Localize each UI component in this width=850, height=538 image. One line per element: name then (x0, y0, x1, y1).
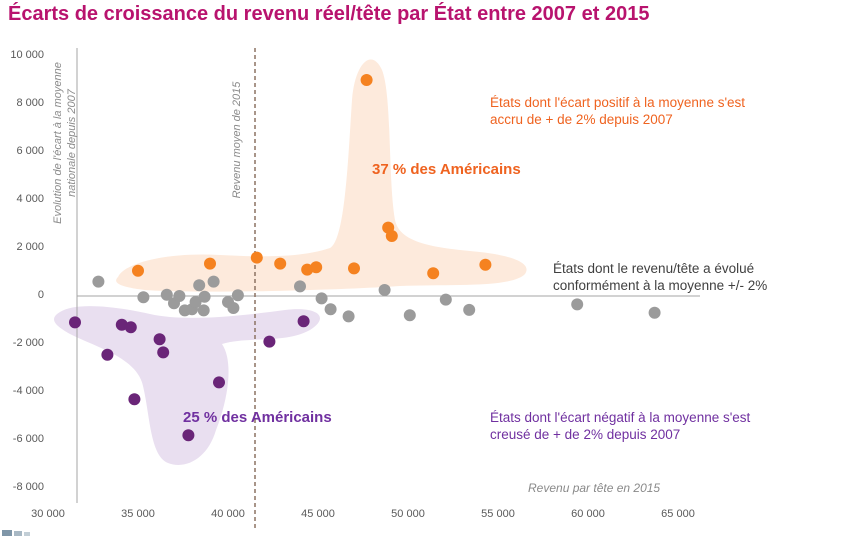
y-tick-label: 10 000 (10, 49, 44, 61)
y-tick-label: 2 000 (16, 241, 44, 253)
positive-share-label: 37 % des Américains (372, 161, 521, 178)
point-conforme (207, 275, 220, 288)
point-positif (204, 257, 216, 270)
y-tick-label: -4 000 (12, 385, 44, 397)
y-tick-label: 0 (37, 289, 44, 301)
point-negatif (69, 316, 81, 329)
point-negatif (101, 348, 114, 361)
point-conforme (439, 293, 452, 306)
point-positif (301, 263, 314, 276)
point-negatif (153, 333, 166, 346)
y-tick-label: 8 000 (16, 97, 44, 109)
point-conforme (193, 279, 206, 292)
point-positif (310, 261, 323, 274)
point-conforme (92, 275, 105, 288)
y-tick-label: 4 000 (16, 193, 44, 205)
annotation-conforme: États dont le revenu/tête a évolué confo… (553, 261, 768, 293)
point-negatif (157, 346, 170, 359)
point-positif (348, 262, 360, 275)
point-conforme (571, 298, 584, 311)
point-positif (132, 264, 144, 277)
point-positif (360, 74, 373, 86)
point-conforme (648, 306, 661, 319)
point-negatif (115, 318, 128, 331)
point-negatif (263, 335, 276, 348)
negative-zone-blob (54, 306, 320, 465)
point-conforme (294, 280, 306, 293)
y-tick-label: 6 000 (16, 145, 44, 157)
x-tick-label: 35 000 (121, 508, 155, 520)
logo-fragment (2, 530, 30, 536)
point-positif (427, 267, 440, 280)
x-tick-label: 65 000 (661, 508, 695, 520)
x-axis-title: Revenu par tête en 2015 (528, 481, 661, 495)
chart-title: Écarts de croissance du revenu réel/tête… (8, 3, 650, 25)
point-conforme (197, 304, 210, 317)
point-conforme (231, 289, 244, 302)
point-conforme (324, 303, 337, 316)
point-conforme (160, 288, 173, 301)
point-conforme (137, 291, 150, 304)
x-tick-label: 40 000 (211, 508, 245, 520)
point-negatif (182, 429, 195, 442)
y-tick-label: -2 000 (12, 337, 44, 349)
x-tick-label: 55 000 (481, 508, 515, 520)
y-tick-label: -8 000 (12, 481, 44, 493)
point-negatif (124, 321, 137, 334)
annotation-positive: États dont l'écart positif à la moyenne … (490, 95, 746, 127)
point-negatif (128, 393, 141, 406)
point-conforme (315, 292, 328, 305)
x-tick-label: 60 000 (571, 508, 605, 520)
negative-share-label: 25 % des Américains (183, 409, 332, 426)
x-tick-label: 30 000 (31, 508, 65, 520)
point-positif (274, 257, 287, 270)
point-conforme (403, 309, 416, 322)
y-tick-label: -6 000 (12, 433, 44, 445)
annotation-negative: États dont l'écart négatif à la moyenne … (490, 410, 751, 442)
point-conforme (227, 302, 240, 314)
point-positif (479, 258, 492, 271)
point-conforme (378, 284, 391, 296)
x-tick-label: 50 000 (391, 508, 425, 520)
y-axis-title: Evolution de l'écart à la moyenne nation… (52, 62, 78, 224)
point-positif (250, 251, 263, 264)
point-negatif (297, 315, 310, 328)
reference-line-label: Revenu moyen de 2015 (231, 81, 243, 199)
point-conforme (198, 290, 211, 303)
point-conforme (342, 310, 355, 323)
x-tick-label: 45 000 (301, 508, 335, 520)
point-conforme (173, 290, 186, 302)
point-negatif (213, 376, 225, 389)
point-conforme (189, 296, 202, 308)
point-positif (385, 230, 398, 242)
point-conforme (463, 303, 476, 316)
